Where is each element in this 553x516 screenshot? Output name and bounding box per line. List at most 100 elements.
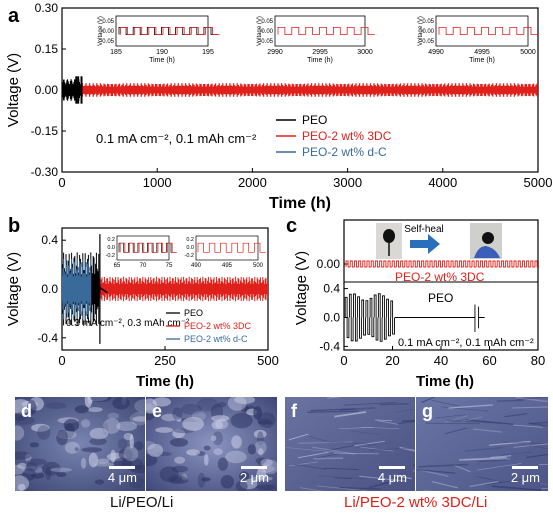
panel-a-insets: 0.05 0.00 -0.05 185 190 195 Time (h) Voltage (V… (98, 15, 539, 64)
sem-grain (234, 397, 256, 404)
sem-grain (15, 425, 25, 441)
panel-a-ylabel: Voltage (V) (5, 53, 22, 127)
sem-streak (359, 475, 406, 482)
sem-streak (288, 433, 309, 441)
a-inset-ylabel: Voltage (V) (418, 16, 424, 46)
sem-streak (472, 428, 503, 433)
b-inset-xtick: 75 (166, 263, 173, 269)
sem-grain (129, 411, 145, 426)
sem-grain (203, 445, 211, 451)
scale-label-e: 2 μm (239, 470, 269, 485)
b-inset-ytick: -0.2 (185, 253, 194, 259)
sem-grain (134, 399, 145, 413)
sem-grain (129, 434, 134, 449)
sem-grain (217, 457, 228, 471)
sem-grain (169, 438, 189, 447)
sem-grain (112, 397, 130, 410)
a-inset-ytick: 0.05 (102, 19, 114, 25)
sem-streak (323, 467, 359, 470)
sem-grain (217, 401, 227, 408)
sem-streak (307, 410, 359, 413)
sem-grain (42, 461, 61, 476)
sem-streak (294, 463, 327, 471)
c-top-trace (345, 260, 540, 268)
b-ytick-label: 0.0 (41, 282, 58, 296)
sem-streak (317, 475, 368, 480)
a-inset-xtick: 5000 (520, 49, 536, 56)
a-inset-ytick: -0.05 (420, 39, 434, 45)
b-ytick-label: -0.4 (37, 331, 58, 345)
sem-streak (512, 424, 543, 428)
sem-grain (186, 449, 200, 456)
sem-streak (476, 475, 503, 483)
sem-streak (448, 404, 493, 409)
c-ytick-label: 0.4 (323, 282, 340, 296)
sem-streak (526, 453, 548, 459)
sem-streak (361, 426, 400, 429)
c-xtick-label: 20 (385, 353, 399, 368)
sem-streak (393, 474, 412, 480)
panel-c-ylabel: Voltage (V) (293, 251, 310, 325)
a-xtick-label: 0 (58, 175, 65, 190)
b-inset-0: 0.2 0.0 -0.2 65 70 75 (106, 235, 177, 269)
a-ytick-label: -0.30 (31, 165, 59, 179)
sem-streak (504, 413, 528, 418)
a-ytick-label: 0.30 (35, 1, 59, 15)
sem-streak (353, 440, 385, 447)
a-xtick-label: 5000 (524, 175, 553, 190)
electrolyte-disc-before (383, 229, 395, 243)
a-legend-label: PEO-2 wt% 3DC (302, 129, 392, 143)
sem-streak (334, 411, 367, 418)
sem-streak (431, 481, 459, 489)
sem-texture-f (285, 397, 415, 491)
sem-streak (339, 487, 382, 490)
caption-left: Li/PEO/Li (110, 494, 174, 511)
sem-grain (64, 441, 80, 454)
sem-grain (89, 437, 107, 446)
sem-letter-g: g (422, 401, 433, 421)
sem-grain (253, 406, 262, 420)
sem-grain (239, 471, 250, 481)
scale-bar-e: 2 μm (240, 466, 269, 485)
panel-c-annotation: 0.1 mA cm⁻², 0.1 mAh cm⁻² (398, 337, 534, 349)
sem-grain (107, 412, 120, 420)
panel-label-a: a (8, 5, 20, 27)
panel-a-annotation: 0.1 mA cm⁻², 0.1 mAh cm⁻² (96, 131, 257, 146)
sem-letter-e: e (152, 401, 163, 421)
a-inset-xtick: 4990 (428, 49, 444, 56)
sem-grain (81, 447, 103, 453)
c-ytick-label: 0.00 (317, 257, 341, 271)
sem-grain (15, 451, 31, 460)
scale-bar-f: 4 μm (378, 466, 407, 485)
sem-streak (314, 453, 339, 459)
a-xtick-label: 3000 (333, 175, 362, 190)
sem-grain (118, 448, 133, 461)
panel-a-traces (62, 76, 538, 104)
panel-c-traces (344, 260, 540, 342)
sem-grain (181, 473, 188, 481)
c-ytick-label: -0.4 (319, 339, 340, 353)
sem-streak (288, 461, 319, 467)
sem-grain (130, 412, 138, 418)
sem-streak (374, 419, 393, 422)
sem-grain (155, 427, 173, 433)
self-heal-label: Self-heal (404, 224, 443, 235)
sem-grain (256, 468, 267, 480)
sem-streak (528, 422, 548, 427)
sem-grain (253, 429, 267, 439)
panel-a-xlabel: Time (h) (269, 195, 331, 212)
b-legend-label: PEO (184, 308, 203, 318)
a-inset-ytick: -0.05 (100, 39, 114, 45)
sem-grain (211, 420, 223, 430)
scale-label-d: 4 μm (107, 470, 137, 485)
sem-grain (152, 397, 171, 407)
sem-grain (17, 483, 26, 491)
scale-label-g: 2 μm (510, 470, 540, 485)
panel-b-legend: PEO PEO-2 wt% 3DC PEO-2 wt% d-C (166, 308, 252, 344)
sem-streak (349, 430, 381, 435)
sem-streak (421, 397, 436, 404)
sem-streak (368, 447, 411, 451)
sem-streak (469, 480, 499, 488)
sem-grain (27, 458, 47, 465)
sem-grain (110, 449, 116, 463)
